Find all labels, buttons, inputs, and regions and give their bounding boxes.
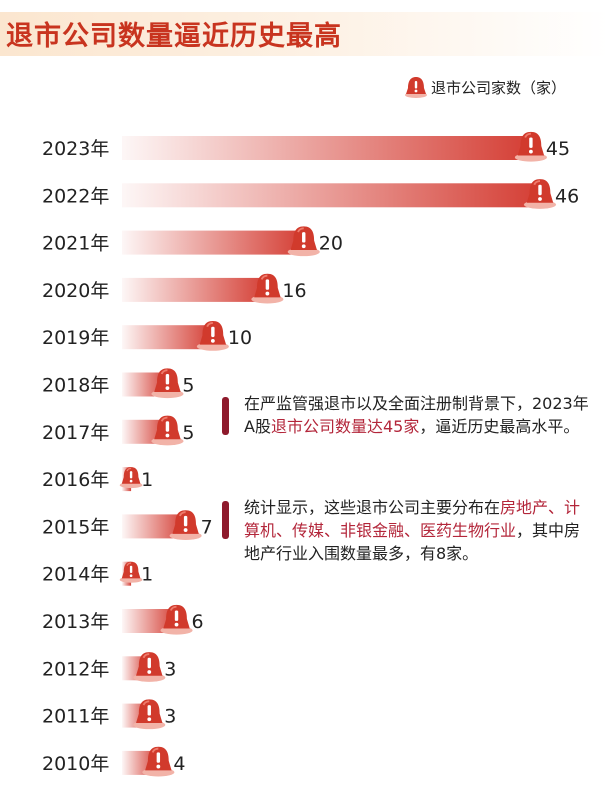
category-label: 2014年 bbox=[42, 564, 109, 586]
bar bbox=[122, 136, 531, 160]
category-label: 2019年 bbox=[42, 327, 109, 349]
bar bbox=[122, 183, 540, 208]
value-label: 46 bbox=[555, 185, 579, 207]
category-label: 2011年 bbox=[42, 706, 109, 728]
bar bbox=[122, 277, 268, 302]
value-label: 6 bbox=[192, 611, 204, 633]
category-label: 2020年 bbox=[42, 280, 109, 302]
category-label: 2013年 bbox=[42, 611, 109, 633]
note-2: 统计显示，这些退市公司主要分布在房地产、计算机、传媒、非银金融、医药生物行业，其… bbox=[222, 496, 592, 565]
note-1-text: 在严监管强退市以及全面注册制背景下，2023年A股退市公司数量达45家，逼近历史… bbox=[244, 392, 592, 438]
category-label: 2017年 bbox=[42, 422, 109, 444]
category-label: 2018年 bbox=[42, 375, 109, 397]
alert-bell-icon bbox=[405, 77, 427, 98]
bar bbox=[122, 230, 304, 255]
value-label: 1 bbox=[141, 564, 153, 586]
category-label: 2022年 bbox=[42, 185, 109, 207]
value-label: 20 bbox=[319, 233, 343, 255]
value-label: 45 bbox=[546, 138, 570, 160]
value-label: 3 bbox=[164, 658, 176, 680]
value-label: 5 bbox=[182, 375, 194, 397]
value-label: 7 bbox=[201, 516, 213, 538]
page-title: 退市公司数量逼近历史最高 bbox=[6, 21, 342, 52]
title-band bbox=[0, 12, 609, 56]
category-label: 2023年 bbox=[42, 138, 109, 160]
category-label: 2016年 bbox=[42, 469, 109, 491]
note-text-part: ，逼近历史最高水平。 bbox=[419, 417, 580, 436]
note-highlight: 房地产、计算机、传媒、非银金融、医药生物行业 bbox=[244, 498, 581, 540]
category-label: 2012年 bbox=[42, 658, 109, 680]
category-label: 2010年 bbox=[42, 753, 109, 775]
category-label: 2021年 bbox=[42, 233, 109, 255]
note-2-marker bbox=[222, 501, 229, 539]
value-label: 1 bbox=[141, 469, 153, 491]
category-label: 2015年 bbox=[42, 516, 109, 538]
note-text-part: ，其中房地产行业入围数量最多，有8家。 bbox=[244, 521, 581, 563]
note-highlight: 退市公司数量达45家 bbox=[270, 417, 420, 436]
note-text-part: 统计显示，这些退市公司主要分布在 bbox=[244, 498, 501, 517]
value-label: 3 bbox=[164, 706, 176, 728]
legend-label: 退市公司家数（家） bbox=[431, 78, 567, 97]
value-label: 5 bbox=[182, 422, 194, 444]
value-label: 4 bbox=[173, 753, 185, 775]
note-2-text: 统计显示，这些退市公司主要分布在房地产、计算机、传媒、非银金融、医药生物行业，其… bbox=[244, 496, 592, 565]
note-text-part: 在严监管强退市以及全面注册制背景下，2023年A股 bbox=[244, 394, 589, 436]
note-1-marker bbox=[222, 397, 229, 435]
chart-legend: 退市公司家数（家） bbox=[404, 74, 566, 100]
value-label: 16 bbox=[282, 280, 306, 302]
note-1: 在严监管强退市以及全面注册制背景下，2023年A股退市公司数量达45家，逼近历史… bbox=[222, 392, 592, 438]
value-label: 10 bbox=[228, 327, 252, 349]
